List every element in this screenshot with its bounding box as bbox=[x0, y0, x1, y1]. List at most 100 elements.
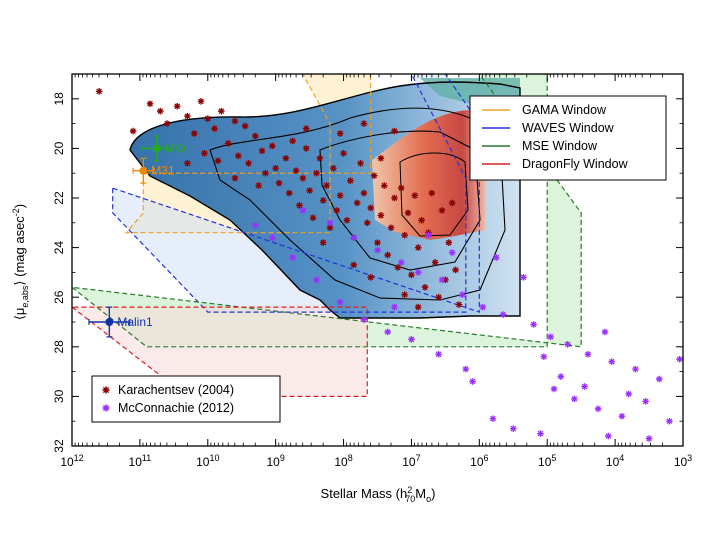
x-tick-label: 1011 bbox=[129, 453, 152, 469]
mcconnachie-2012-point bbox=[625, 390, 632, 398]
mcconnachie-2012-point bbox=[350, 234, 358, 241]
karachentsev-2004-point bbox=[235, 152, 242, 160]
karachentsev-2004-point bbox=[336, 192, 344, 199]
mcconnachie-2012-point bbox=[601, 328, 609, 336]
x-axis: 1012 1011 1010 109 108 107 106 105 104 103 bbox=[60, 74, 692, 469]
karachentsev-2004-point bbox=[302, 145, 310, 152]
mcconnachie-2012-point bbox=[608, 358, 616, 365]
mcconnachie-2012-point bbox=[584, 350, 592, 358]
karachentsev-2004-point bbox=[275, 179, 283, 187]
mcconnachie-2012-point bbox=[414, 269, 422, 276]
karachentsev-2004-point bbox=[428, 189, 436, 197]
karachentsev-2004-point bbox=[343, 217, 351, 224]
karachentsev-2004-point bbox=[448, 199, 456, 207]
gama-window-legend-label: GAMA Window bbox=[522, 103, 607, 117]
mcconnachie-2012-point bbox=[571, 395, 578, 403]
karachentsev-2004-point bbox=[353, 199, 361, 207]
mcconnachie-2012-point bbox=[537, 430, 544, 437]
karachentsev-2004-point bbox=[197, 97, 205, 105]
karachentsev-2004-point bbox=[377, 212, 385, 219]
waves-window-outline bbox=[112, 74, 480, 313]
mcconnachie-2012-point bbox=[391, 303, 398, 311]
karachentsev-2004-point bbox=[452, 266, 459, 274]
karachentsev-2004-point bbox=[367, 274, 375, 281]
karachentsev-2004-point bbox=[285, 189, 293, 197]
karachentsev-2004-legend-label: Karachentsev (2004) bbox=[118, 383, 234, 397]
mcconnachie-2012-point bbox=[605, 432, 612, 440]
mcconnachie-2012-point bbox=[499, 311, 507, 318]
karachentsev-2004-point bbox=[184, 159, 191, 167]
karachentsev-2004-point bbox=[201, 150, 208, 157]
karachentsev-2004-point bbox=[435, 293, 442, 301]
mcconnachie-2012-point bbox=[448, 249, 456, 256]
mcconnachie-2012-point bbox=[509, 425, 517, 432]
mcconnachie-2012-point bbox=[252, 221, 259, 229]
m31-label: M31 bbox=[151, 164, 175, 178]
karachentsev-2004-point bbox=[282, 155, 290, 162]
annotations: MW M31 Malin1 bbox=[88, 135, 187, 338]
karachentsev-2004-point bbox=[231, 117, 239, 125]
mcconnachie-2012-point bbox=[581, 383, 588, 390]
karachentsev-2004-point bbox=[241, 122, 249, 130]
karachentsev-2004-point bbox=[296, 202, 303, 209]
mcconnachie-2012-point bbox=[268, 234, 276, 241]
karachentsev-2004-point bbox=[404, 209, 412, 217]
y-tick-label: 30 bbox=[52, 389, 66, 403]
x-axis-label: Stellar Mass (h2 70Mo) bbox=[321, 485, 436, 504]
karachentsev-2004-point bbox=[380, 182, 388, 189]
karachentsev-2004-point bbox=[370, 172, 378, 179]
karachentsev-2004-point bbox=[442, 276, 449, 284]
karachentsev-2004-point bbox=[214, 157, 222, 165]
karachentsev-2004-point bbox=[397, 184, 405, 192]
waves-window-legend-label: WAVES Window bbox=[522, 121, 615, 135]
mcconnachie-2012-point bbox=[408, 336, 415, 343]
density-contour-outer bbox=[129, 81, 521, 319]
karachentsev-2004-point bbox=[319, 197, 327, 204]
mse-window-legend-label: MSE Window bbox=[522, 139, 598, 153]
dragonfly-window-fill bbox=[72, 307, 368, 397]
karachentsev-2004-point bbox=[224, 140, 232, 147]
mcconnachie-2012-point bbox=[374, 246, 381, 254]
mcconnachie-2012-point bbox=[425, 231, 432, 239]
karachentsev-2004-point bbox=[408, 271, 415, 279]
mcconnachie-2012-point bbox=[360, 316, 368, 323]
karachentsev-2004-point bbox=[347, 177, 354, 184]
karachentsev-2004-point bbox=[336, 130, 344, 137]
karachentsev-2004-point bbox=[360, 120, 368, 127]
y-tick-label: 20 bbox=[52, 141, 66, 155]
points-legend: Karachentsev (2004) McConnachie (2012) bbox=[91, 375, 281, 423]
data-points bbox=[95, 88, 683, 442]
karachentsev-2004-point bbox=[231, 174, 239, 182]
density-red-region bbox=[372, 110, 485, 240]
mcconnachie-2012-point bbox=[557, 373, 565, 380]
karachentsev-2004-point bbox=[445, 239, 453, 246]
mcconnachie-2012-point bbox=[479, 303, 487, 311]
mcconnachie-2012-point bbox=[313, 276, 320, 284]
karachentsev-2004-point bbox=[414, 244, 422, 251]
mcconnachie-2012-point bbox=[435, 350, 442, 358]
karachentsev-2004-point bbox=[374, 239, 381, 246]
karachentsev-2004-point bbox=[316, 155, 324, 162]
karachentsev-2004-point bbox=[313, 169, 320, 177]
dragonfly-window-legend-label: DragonFly Window bbox=[522, 157, 629, 171]
karachentsev-2004-point bbox=[333, 207, 341, 214]
karachentsev-2004-point bbox=[299, 174, 307, 182]
mcconnachie-2012-point bbox=[594, 405, 602, 413]
x-tick-label: 105 bbox=[538, 453, 556, 469]
karachentsev-2004-point bbox=[350, 261, 358, 269]
karachentsev-2004-point bbox=[319, 239, 327, 246]
x-tick-label: 107 bbox=[402, 453, 420, 469]
mcconnachie-2012-point bbox=[299, 207, 307, 214]
mcconnachie-2012-point bbox=[397, 259, 405, 266]
mcconnachie-2012-point bbox=[493, 254, 500, 261]
karachentsev-2004-point bbox=[292, 167, 300, 175]
karachentsev-2004-point bbox=[163, 120, 171, 127]
karachentsev-2004-point bbox=[255, 182, 262, 189]
x-tick-label: 103 bbox=[674, 453, 692, 469]
mcconnachie-2012-point bbox=[530, 321, 537, 328]
mcconnachie-2012-point bbox=[489, 415, 497, 423]
karachentsev-2004-point bbox=[455, 301, 463, 308]
plot-frame bbox=[71, 73, 684, 447]
karachentsev-2004-point bbox=[173, 102, 181, 110]
mcconnachie-2012-point bbox=[550, 385, 558, 393]
